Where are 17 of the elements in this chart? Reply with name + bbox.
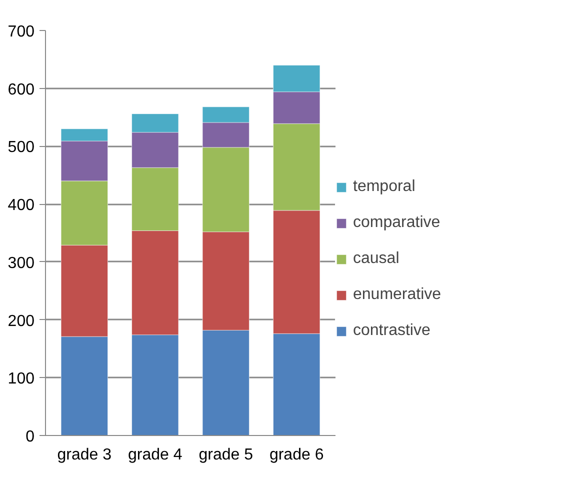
x-tick-label: grade 4 (128, 446, 182, 464)
legend-label: contrastive (353, 322, 430, 340)
x-tick-label: grade 3 (57, 446, 112, 464)
y-tick-label: 200 (8, 312, 35, 330)
y-tick-label: 500 (8, 139, 35, 156)
y-tick-label: 300 (8, 254, 35, 272)
y-tick-label: 0 (26, 428, 35, 446)
legend-label: enumerative (353, 286, 442, 304)
x-tick-label: grade 5 (198, 446, 254, 464)
y-tick-label: 700 (8, 24, 35, 40)
legend-label: comparative (353, 214, 440, 232)
legend-label: temporal (353, 178, 416, 196)
y-tick-label: 600 (8, 81, 35, 98)
x-tick-label: grade 6 (269, 446, 324, 464)
legend-label: causal (353, 250, 400, 268)
y-tick-label: 400 (8, 197, 35, 214)
y-tick-label: 100 (8, 370, 35, 388)
